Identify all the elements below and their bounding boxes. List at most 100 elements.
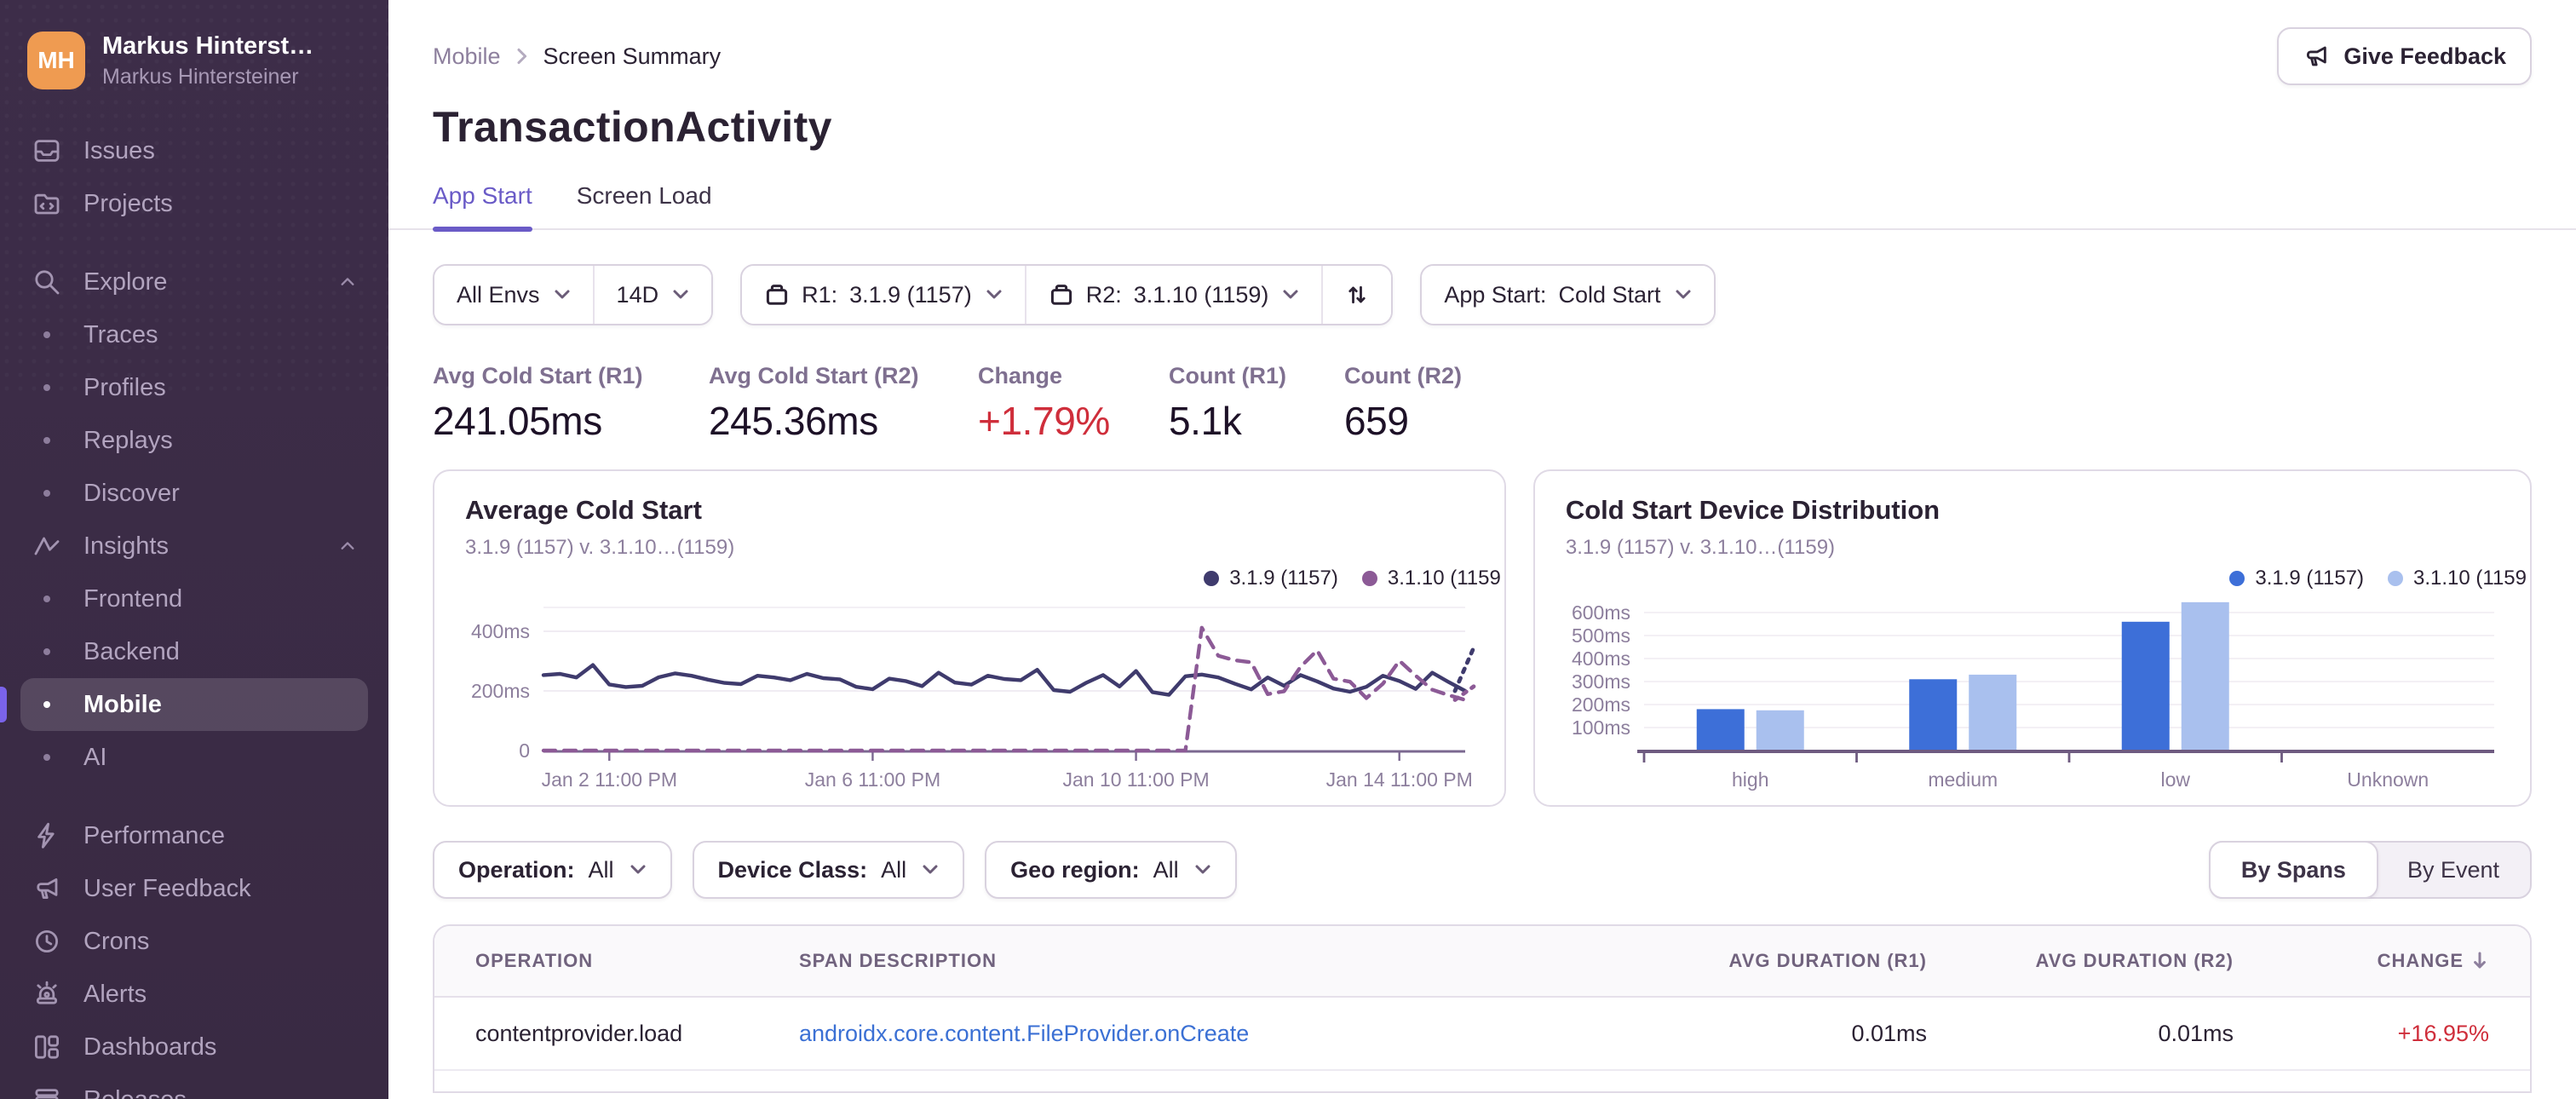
svg-text:600ms: 600ms bbox=[1572, 601, 1630, 624]
legend-item[interactable]: 3.1.9 (1157) bbox=[2229, 567, 2364, 590]
cell-change: +16.95% bbox=[2397, 1020, 2489, 1046]
svg-text:high: high bbox=[1732, 768, 1768, 791]
stat-value: 659 bbox=[1344, 399, 1409, 443]
bullet-icon bbox=[31, 331, 63, 339]
release-1-selector[interactable]: R1: 3.1.9 (1157) bbox=[742, 266, 1025, 324]
stat-avg-cold-start-r2-: Avg Cold Start (R2) 245.36ms bbox=[709, 363, 978, 444]
avatar: MH bbox=[27, 32, 85, 90]
bullet-icon bbox=[31, 596, 63, 603]
sidebar-item-performance[interactable]: Performance bbox=[20, 809, 368, 862]
chevron-down-icon bbox=[1194, 864, 1211, 876]
alerts-icon bbox=[31, 980, 63, 1009]
release-2-selector[interactable]: R2: 3.1.10 (1159) bbox=[1024, 266, 1322, 324]
org-user-switcher[interactable]: MH Markus Hinterst… Markus Hintersteiner bbox=[20, 20, 368, 101]
sidebar-item-label: Performance bbox=[83, 821, 226, 849]
sidebar-item-backend[interactable]: Backend bbox=[20, 625, 368, 678]
col-change[interactable]: CHANGE bbox=[2274, 950, 2530, 972]
env-date-filter-group: All Envs 14D bbox=[433, 264, 714, 325]
table-filter-row: Operation: All Device Class: All Geo reg… bbox=[433, 841, 2532, 899]
chevron-down-icon bbox=[1282, 289, 1299, 301]
sidebar-item-mobile[interactable]: Mobile bbox=[0, 678, 368, 732]
by-event-toggle[interactable]: By Event bbox=[2406, 856, 2499, 883]
sidebar-item-user-feedback[interactable]: User Feedback bbox=[20, 862, 368, 915]
sidebar-item-ai[interactable]: AI bbox=[20, 731, 368, 784]
bullet-icon bbox=[31, 648, 63, 656]
stat-avg-cold-start-r1-: Avg Cold Start (R1) 241.05ms bbox=[433, 363, 709, 444]
dashboards-icon bbox=[31, 1033, 63, 1062]
sidebar-item-label: Crons bbox=[83, 927, 150, 955]
chevron-down-icon bbox=[1675, 289, 1692, 301]
table-row[interactable] bbox=[434, 1071, 2530, 1091]
average-cold-start-chart[interactable]: 0 200ms 400ms Jan 2 11:00 PM Jan 6 11:00 PM J… bbox=[465, 587, 1479, 805]
svg-text:low: low bbox=[2160, 768, 2190, 791]
span-op-filter-group: App Start: Cold Start bbox=[1420, 264, 1716, 325]
col-operation[interactable]: OPERATION bbox=[475, 950, 594, 971]
breadcrumb-mobile[interactable]: Mobile bbox=[433, 43, 501, 69]
stat-label: Avg Cold Start (R2) bbox=[709, 363, 919, 388]
sidebar-item-profiles[interactable]: Profiles bbox=[20, 361, 368, 414]
tab-screen-load[interactable]: Screen Load bbox=[576, 182, 712, 209]
bullet-icon bbox=[31, 437, 63, 445]
sidebar-item-dashboards[interactable]: Dashboards bbox=[20, 1021, 368, 1073]
stat-value: 241.05ms bbox=[433, 399, 602, 443]
stat-value: 245.36ms bbox=[709, 399, 878, 443]
swap-icon bbox=[1345, 282, 1369, 308]
sidebar-item-label: Explore bbox=[83, 268, 168, 296]
cell-span-description-link[interactable]: androidx.core.content.FileProvider.onCre… bbox=[799, 1020, 1250, 1046]
legend-item[interactable]: 3.1.10 (1159 bbox=[1361, 567, 1501, 590]
sidebar-item-crons[interactable]: Crons bbox=[20, 915, 368, 968]
chart-title: Average Cold Start bbox=[465, 495, 702, 525]
stat-count-r1-: Count (R1) 5.1k bbox=[1169, 363, 1344, 444]
sidebar-item-label: Dashboards bbox=[83, 1033, 217, 1061]
stat-count-r2-: Count (R2) 659 bbox=[1344, 363, 1462, 444]
issues-icon bbox=[31, 136, 63, 165]
tab-app-start[interactable]: App Start bbox=[433, 182, 533, 232]
geo-region-filter[interactable]: Geo region: All bbox=[985, 841, 1237, 899]
legend-dot-icon bbox=[1361, 571, 1377, 586]
chart-legend: 3.1.9 (1157) 3.1.10 (1159 bbox=[1204, 567, 1501, 590]
bullet-icon bbox=[31, 754, 63, 762]
stat-label: Avg Cold Start (R1) bbox=[433, 363, 643, 388]
chevron-up-icon bbox=[337, 536, 358, 556]
page-title: TransactionActivity bbox=[433, 103, 832, 151]
device-class-filter[interactable]: Device Class: All bbox=[692, 841, 965, 899]
sidebar-item-frontend[interactable]: Frontend bbox=[20, 573, 368, 625]
environment-filter[interactable]: All Envs bbox=[434, 266, 593, 324]
stat-label: Count (R1) bbox=[1169, 363, 1286, 388]
give-feedback-button[interactable]: Give Feedback bbox=[2277, 27, 2532, 85]
stat-value: +1.79% bbox=[978, 399, 1110, 443]
sidebar-item-projects[interactable]: Projects bbox=[20, 177, 368, 230]
swap-releases-button[interactable] bbox=[1321, 266, 1392, 324]
stats-row: Avg Cold Start (R1) 241.05ms Avg Cold Star… bbox=[433, 363, 2532, 444]
svg-text:0: 0 bbox=[519, 739, 530, 762]
col-avg-duration-r2[interactable]: AVG DURATION (R2) bbox=[2035, 950, 2234, 971]
bullet-icon bbox=[31, 490, 63, 498]
sidebar-item-label: Discover bbox=[83, 479, 180, 507]
svg-text:500ms: 500ms bbox=[1572, 624, 1630, 647]
by-spans-toggle[interactable]: By Spans bbox=[2208, 841, 2378, 899]
col-span-description[interactable]: SPAN DESCRIPTION bbox=[799, 950, 997, 971]
sidebar-item-releases[interactable]: Releases bbox=[20, 1073, 368, 1099]
sidebar-item-discover[interactable]: Discover bbox=[20, 467, 368, 520]
megaphone-icon bbox=[2303, 43, 2330, 70]
sidebar-item-explore[interactable]: Explore bbox=[20, 256, 368, 308]
date-range-filter[interactable]: 14D bbox=[592, 266, 712, 324]
app-start-type-filter[interactable]: App Start: Cold Start bbox=[1422, 266, 1714, 324]
table-row[interactable]: contentprovider.load androidx.core.conte… bbox=[434, 998, 2530, 1071]
legend-item[interactable]: 3.1.9 (1157) bbox=[1204, 567, 1338, 590]
col-avg-duration-r1[interactable]: AVG DURATION (R1) bbox=[1728, 950, 1927, 971]
chevron-up-icon bbox=[337, 272, 358, 292]
chart-subtitle: 3.1.9 (1157) v. 3.1.10…(1159) bbox=[465, 536, 735, 559]
sidebar-item-traces[interactable]: Traces bbox=[20, 308, 368, 361]
sidebar-item-insights[interactable]: Insights bbox=[20, 520, 368, 573]
megaphone-icon bbox=[31, 874, 63, 903]
sidebar-item-replays[interactable]: Replays bbox=[20, 414, 368, 467]
legend-item[interactable]: 3.1.10 (1159 bbox=[2388, 567, 2527, 590]
release-compare-group: R1: 3.1.9 (1157) R2: 3.1.10 (1159) bbox=[740, 264, 1394, 325]
legend-dot-icon bbox=[2388, 571, 2403, 586]
sidebar-item-issues[interactable]: Issues bbox=[20, 124, 368, 177]
operation-filter[interactable]: Operation: All bbox=[433, 841, 672, 899]
sidebar-item-alerts[interactable]: Alerts bbox=[20, 968, 368, 1021]
sidebar-item-label: Replays bbox=[83, 426, 173, 454]
